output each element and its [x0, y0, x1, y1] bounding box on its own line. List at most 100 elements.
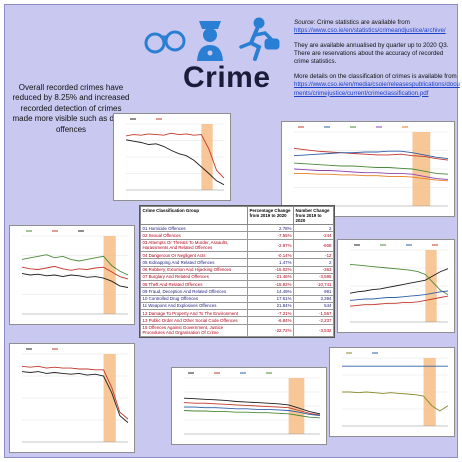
chart-bottom-right-svg [342, 352, 449, 427]
series-line [293, 150, 449, 160]
row-num: -363 [293, 265, 334, 274]
row-group: 04 Dangerous Or Negligent Acts [140, 250, 248, 260]
table-row: 12 Damage To Property And To The Environ… [140, 308, 334, 318]
table-row: 01 Homicide Offences 2.78% 2 [140, 224, 334, 233]
row-num: -3,532 [293, 323, 334, 337]
series-line [183, 397, 321, 415]
table-row: 02 Sexual Offences -7.55% -244 [140, 231, 334, 240]
row-group: 05 Kidnapping And Related Offences [140, 258, 248, 267]
highlight-band [412, 132, 431, 206]
row-num: -244 [293, 231, 334, 240]
series-line [21, 254, 129, 276]
series-line [183, 410, 321, 419]
row-num: 2 [293, 224, 334, 233]
chart-mid-left [9, 225, 135, 325]
table-row: 10 Controlled Drug Offences 17.61% 3,394 [140, 294, 334, 303]
table-row: 08 Theft And Related Offences -15.92% -10,… [140, 279, 334, 289]
highlight-band [425, 250, 437, 322]
row-group: 08 Theft And Related Offences [140, 279, 248, 289]
row-group: 06 Robbery, Extortion And Hijacking Offe… [140, 265, 248, 274]
table-row: 15 Offences Against Government, Justice … [140, 323, 334, 337]
table-row: 03 Attempts Or Threats To Murder, Assaul… [140, 238, 334, 253]
series-line [349, 268, 449, 294]
row-num: 991 [293, 287, 334, 296]
row-group: 15 Offences Against Government, Justice … [140, 323, 248, 337]
poster: Crime Source: Crime statistics are avail… [4, 4, 460, 458]
series-line [125, 139, 225, 186]
row-num: -2,237 [293, 316, 334, 325]
row-pct: 17.61% [247, 294, 294, 303]
chart-top-center-svg [125, 118, 225, 191]
row-pct: -7.21% [247, 308, 294, 318]
series-line [293, 147, 449, 161]
series-line [342, 391, 449, 412]
row-num: -608 [293, 238, 334, 253]
series-line [21, 371, 129, 423]
row-pct: -6.84% [247, 316, 294, 325]
source-panel: Source: Crime statistics are available f… [294, 19, 460, 104]
highlight-band [103, 236, 116, 314]
row-pct: -0.14% [247, 250, 294, 260]
row-pct: -15.92% [247, 279, 294, 289]
row-group: 07 Burglary And Related Offences [140, 272, 248, 282]
summary-text: Overall recorded crimes have reduced by … [12, 83, 130, 134]
row-pct: -15.02% [247, 265, 294, 274]
row-group: 02 Sexual Offences [140, 231, 248, 240]
series-line [21, 265, 129, 280]
source-text: : Crime statistics are available from [313, 19, 410, 26]
table-body: 01 Homicide Offences 2.78% 2 02 Sexual Offe… [140, 224, 334, 337]
chart-top-center [113, 113, 231, 201]
row-group: 09 Fraud, Deception And Related Offences [140, 287, 248, 296]
availability-note: They are available annualised by quarter… [294, 41, 449, 66]
row-num: 2 [293, 258, 334, 267]
table-header-row: Crime Classification Group Percentage Ch… [140, 205, 334, 226]
table-row: 05 Kidnapping And Related Offences 1.47% 2 [140, 258, 334, 267]
header-icons [144, 17, 280, 61]
series-line [293, 162, 449, 175]
chart-mid-right-svg [349, 244, 449, 323]
row-pct: 21.84% [247, 301, 294, 311]
source-label: Source [294, 19, 314, 26]
row-pct: 1.47% [247, 258, 294, 267]
row-num: -12 [293, 250, 334, 260]
row-pct: 14.49% [247, 287, 294, 296]
chart-top-right [281, 121, 455, 217]
row-group: 12 Damage To Property And To The Environ… [140, 308, 248, 318]
page-title: Crime [183, 61, 271, 94]
chart-mid-right [337, 239, 455, 333]
handcuffs-icon [144, 30, 186, 54]
header-num: Number Change from 2019 to 2020 [293, 205, 334, 226]
series-line [293, 168, 449, 180]
series-line [349, 295, 449, 307]
row-num: -1,567 [293, 308, 334, 318]
table-row: 06 Robbery, Extortion And Hijacking Offe… [140, 265, 334, 274]
police-officer-icon [197, 21, 223, 61]
row-num: 544 [293, 301, 334, 311]
highlight-band [201, 124, 213, 190]
table-row: 09 Fraud, Deception And Related Offences… [140, 287, 334, 296]
row-group: 13 Public Order And Other Social Code Of… [140, 316, 248, 325]
classification-link[interactable]: https://www.cso.ie/en/media/csoie/releas… [294, 81, 460, 97]
chart-top-right-svg [293, 126, 449, 207]
chart-bottom-right [329, 347, 455, 437]
chart-mid-left-svg [21, 230, 129, 315]
series-line [184, 406, 321, 416]
chart-bottom-left [9, 343, 135, 453]
row-pct: 2.78% [247, 224, 294, 233]
row-num: -10,741 [293, 279, 334, 289]
table-row: 07 Burglary And Related Offences -21.46% -… [140, 272, 334, 282]
table-row: 13 Public Order And Other Social Code Of… [140, 316, 334, 325]
chart-bottom-center-svg [183, 372, 321, 435]
row-group: 03 Attempts Or Threats To Murder, Assaul… [140, 238, 248, 253]
row-group: 11 Weapons And Explosives Offences [140, 301, 248, 311]
row-num: -3,595 [293, 272, 334, 282]
series-line [21, 365, 129, 420]
classification-note: More details on the classification of cr… [294, 72, 457, 80]
source-link[interactable]: https://www.cso.ie/en/statistics/crimean… [294, 27, 446, 35]
chart-bottom-left-svg [21, 348, 129, 443]
row-pct: -21.46% [247, 272, 294, 282]
table-row: 04 Dangerous Or Negligent Acts -0.14% -12 [140, 250, 334, 260]
series-line [21, 272, 129, 288]
crime-change-table: Crime Classification Group Percentage Ch… [139, 205, 335, 338]
row-group: 01 Homicide Offences [140, 224, 248, 233]
